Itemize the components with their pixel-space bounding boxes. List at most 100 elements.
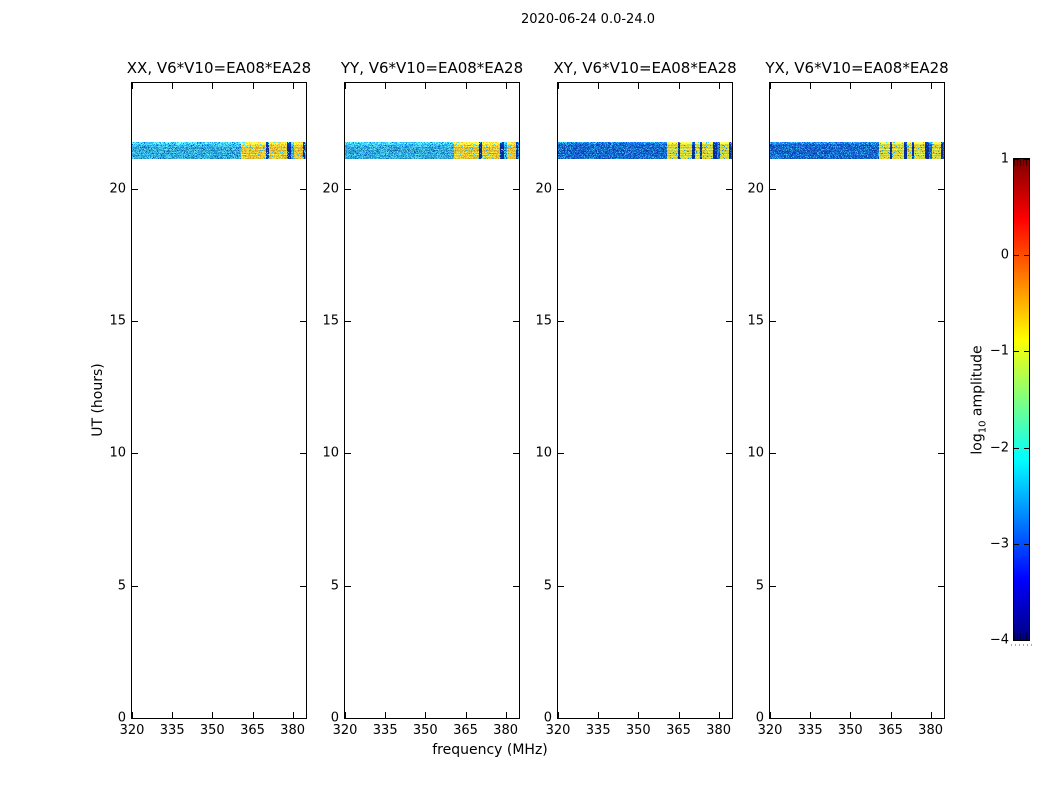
y-tick-mark — [938, 321, 944, 323]
colorbar-tick-label: −4 — [989, 632, 1009, 648]
x-tick-label: 365 — [453, 723, 478, 738]
x-tick-mark — [810, 712, 812, 718]
subplot-title: XX, V6*V10=EA08*EA28 — [126, 59, 312, 77]
y-axis-label: UT (hours) — [90, 363, 106, 437]
subplot-yx: YX, V6*V10=EA08*EA28 320 335 350 365 380 0 5 10 1… — [747, 59, 948, 738]
y-tick-label: 10 — [109, 445, 126, 461]
x-tick-mark — [345, 83, 346, 89]
x-tick-mark — [292, 83, 294, 89]
y-tick-mark — [132, 188, 138, 190]
x-tick-label: 380 — [280, 723, 306, 738]
y-tick-label: 15 — [747, 313, 764, 329]
colorbar-tick-label: 1 — [1000, 151, 1009, 167]
y-tick-label: 0 — [117, 710, 126, 726]
x-tick-label: 350 — [625, 723, 651, 738]
y-tick-mark — [345, 585, 351, 587]
y-tick-label: 10 — [747, 445, 764, 461]
x-tick-mark — [810, 83, 812, 89]
x-tick-mark — [505, 83, 507, 89]
x-tick-mark — [770, 712, 771, 718]
x-tick-mark — [172, 83, 174, 89]
y-tick-label: 20 — [109, 181, 126, 197]
x-tick-mark — [638, 712, 640, 718]
colorbar-label-prefix: log — [969, 433, 986, 455]
colorbar-tick-mark — [1014, 447, 1019, 449]
y-tick-mark — [345, 188, 351, 190]
x-tick-mark — [638, 83, 640, 89]
x-tick-label: 320 — [332, 723, 358, 738]
y-tick-label: 10 — [322, 445, 339, 461]
y-tick-mark — [300, 321, 306, 323]
x-tick-mark — [385, 712, 387, 718]
y-tick-label: 0 — [543, 710, 552, 726]
colorbar-tick-mark — [1024, 447, 1029, 449]
spectrogram-band — [132, 142, 306, 159]
colorbar-label-suffix: amplitude — [969, 345, 986, 421]
x-tick-label: 365 — [240, 723, 265, 738]
spectrogram-band — [345, 142, 519, 159]
x-tick-mark — [678, 83, 680, 89]
x-tick-label: 320 — [757, 723, 783, 738]
x-tick-mark — [930, 712, 932, 718]
x-tick-label: 380 — [918, 723, 944, 738]
x-tick-label: 380 — [493, 723, 519, 738]
subplot-yy: YY, V6*V10=EA08*EA28 320 335 350 365 380 0 5 10 1… — [322, 59, 523, 738]
x-tick-mark — [890, 83, 892, 89]
y-tick-label: 5 — [543, 578, 552, 594]
x-tick-mark — [385, 83, 387, 89]
x-tick-mark — [558, 712, 559, 718]
y-tick-label: 20 — [535, 181, 552, 197]
colorbar: 1 0 −1 −2 −3 −4 — [990, 152, 1035, 648]
y-tick-mark — [300, 453, 306, 455]
colorbar-tick-mark — [1024, 255, 1029, 257]
y-tick-mark — [300, 188, 306, 190]
colorbar-tick-mark — [1014, 640, 1019, 641]
y-tick-mark — [938, 585, 944, 587]
x-tick-label: 365 — [878, 723, 903, 738]
x-tick-mark — [292, 712, 294, 718]
x-tick-label: 350 — [199, 723, 225, 738]
y-tick-label: 5 — [117, 578, 126, 594]
x-tick-mark — [678, 712, 680, 718]
x-tick-mark — [252, 83, 254, 89]
subplot-title: YX, V6*V10=EA08*EA28 — [765, 59, 949, 77]
subplot-xy: XY, V6*V10=EA08*EA28 320 335 350 365 380 0 5 10 1… — [535, 59, 736, 738]
y-tick-mark — [770, 453, 776, 455]
x-tick-label: 320 — [119, 723, 145, 738]
x-tick-mark — [558, 83, 559, 89]
x-tick-mark — [598, 712, 600, 718]
x-tick-label: 380 — [706, 723, 732, 738]
x-tick-mark — [212, 712, 214, 718]
x-tick-label: 365 — [666, 723, 691, 738]
colorbar-tick-mark — [1014, 543, 1019, 545]
x-tick-mark — [505, 712, 507, 718]
x-tick-mark — [345, 712, 346, 718]
colorbar-underflow-dots — [1011, 644, 1035, 646]
colorbar-end-hatch-bottom — [1014, 633, 1029, 640]
colorbar-tick-mark — [1014, 351, 1019, 353]
y-tick-mark — [770, 321, 776, 323]
y-tick-mark — [513, 453, 519, 455]
y-tick-mark — [938, 453, 944, 455]
colorbar-tick-label: 0 — [1000, 247, 1009, 263]
x-tick-mark — [890, 712, 892, 718]
x-axis-label: frequency (MHz) — [432, 742, 548, 758]
y-tick-mark — [558, 453, 564, 455]
colorbar-tick-mark — [1024, 351, 1029, 353]
colorbar-tick-label: −1 — [989, 343, 1009, 359]
y-tick-mark — [345, 453, 351, 455]
y-tick-label: 20 — [747, 181, 764, 197]
x-tick-mark — [718, 712, 720, 718]
y-tick-label: 0 — [755, 710, 764, 726]
x-tick-label: 350 — [412, 723, 438, 738]
colorbar-end-hatch-top — [1014, 159, 1029, 166]
x-tick-mark — [172, 712, 174, 718]
colorbar-gradient — [1014, 159, 1029, 640]
x-tick-label: 335 — [585, 723, 611, 738]
y-tick-label: 10 — [535, 445, 552, 461]
x-tick-mark — [465, 712, 467, 718]
x-tick-label: 350 — [837, 723, 863, 738]
y-tick-mark — [726, 188, 732, 190]
